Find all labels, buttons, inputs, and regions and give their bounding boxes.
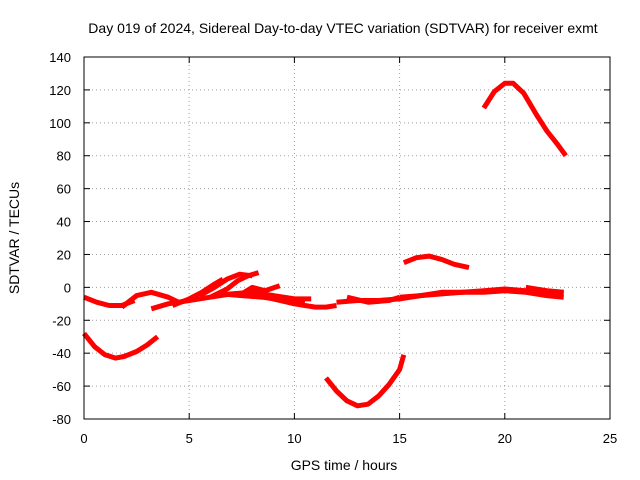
grid [84, 57, 610, 419]
y-tick-label: 100 [49, 116, 71, 131]
series-line-arc-14 [402, 253, 470, 271]
series-line-arc-13 [346, 294, 401, 305]
x-tick-label: 15 [392, 431, 406, 446]
y-tick-label: -40 [52, 346, 71, 361]
y-tick-label: 60 [57, 182, 71, 197]
x-tick-label: 5 [186, 431, 193, 446]
y-tick-label: -20 [52, 313, 71, 328]
series-line-arc-2 [82, 331, 160, 361]
chart-title: Day 019 of 2024, Sidereal Day-to-day VTE… [88, 20, 597, 36]
y-tick-label: 140 [49, 50, 71, 65]
series-line-arc-10 [251, 289, 337, 310]
y-tick-label: 0 [64, 280, 71, 295]
y-tick-label: 120 [49, 83, 71, 98]
x-tick-label: 20 [498, 431, 512, 446]
series-line-arc-17 [525, 284, 564, 295]
series-line-arc-11 [324, 354, 407, 409]
y-tick-label: 80 [57, 149, 71, 164]
y-tick-label: -80 [52, 412, 71, 427]
y-tick-label: -60 [52, 379, 71, 394]
series-line-arc-15 [399, 288, 564, 300]
x-tick-label: 0 [80, 431, 87, 446]
tick-layer: 0 5 10 15 20 25 140 120 100 80 60 40 20 0 -20 -40 -60 -80 [49, 50, 617, 446]
x-tick-label: 10 [287, 431, 301, 446]
series-line-arc-16 [481, 80, 568, 158]
y-axis-label: SDTVAR / TECUs [6, 182, 22, 294]
x-tick-label: 25 [603, 431, 617, 446]
y-tick-label: 40 [57, 215, 71, 230]
series-line-arc-3 [120, 289, 180, 310]
series-layer [82, 80, 568, 409]
plot-frame [83, 56, 611, 420]
series-line-arc-9 [240, 283, 281, 297]
y-tick-label: 20 [57, 247, 71, 262]
series-line-arc-6 [198, 271, 253, 298]
x-axis-label: GPS time / hours [291, 457, 398, 473]
